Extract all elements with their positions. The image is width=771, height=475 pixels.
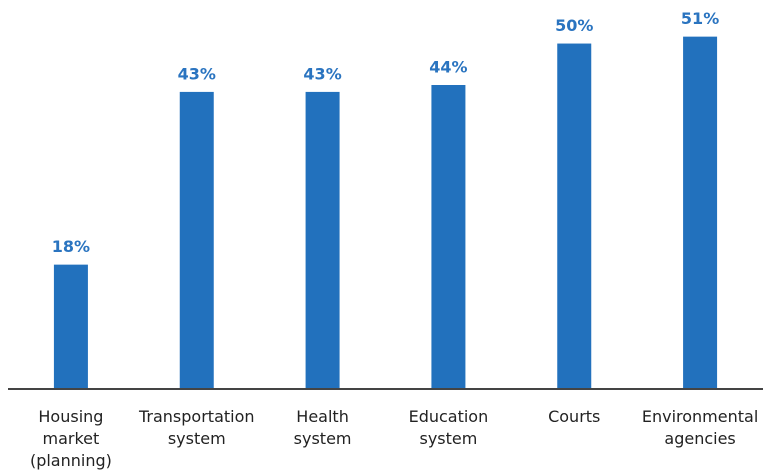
bar [305,91,340,389]
bar [53,264,88,389]
value-label: 43% [178,64,216,83]
bar [683,36,718,390]
x-tick-label: Courts [548,407,600,426]
x-tick-label: Environmental agencies [642,407,758,448]
x-tick-label: Health system [294,407,352,448]
x-tick-label: Education system [409,407,489,448]
x-tick-label: Housing market (planning) [30,407,112,470]
x-tick-label: Transportation system [138,407,255,448]
value-label: 18% [52,237,90,256]
bar [431,85,466,389]
value-label: 43% [303,64,341,83]
value-label: 51% [681,9,719,28]
value-label: 50% [555,16,593,35]
bar [557,43,592,389]
value-label: 44% [429,58,467,77]
bar [179,91,214,389]
